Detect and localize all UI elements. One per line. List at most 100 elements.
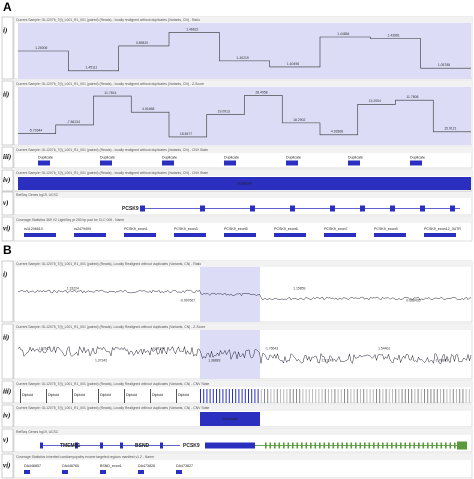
value-label: 15.9121 [444,127,456,131]
row-label: iv) [3,176,10,184]
exon [296,442,299,449]
segment-label: Duplicate [224,155,239,159]
segment-label: Duplicate [223,417,238,421]
exon [359,442,362,449]
cnv-bar [150,389,151,403]
cnv-bar [200,389,201,403]
row-label-box [1,260,14,323]
cnv-bar [203,389,205,403]
cnv-bar [312,389,313,403]
row-label: iv) [3,412,10,420]
cnv-bar [176,389,177,403]
cnv-bar [404,389,406,403]
value-label: -5.70344 [29,129,42,133]
exon [382,442,384,449]
value-label: 19.0913 [218,109,230,113]
cnv-bar [449,389,451,403]
segment-label: Duplicate [237,181,252,185]
cnv-bar [257,389,259,403]
track-header [14,217,472,223]
exon [450,205,455,212]
exon [449,442,452,449]
track-header [14,381,472,387]
value-label: -7.86134 [67,120,80,124]
target-label: DA446857 [24,464,41,468]
target-label: PCSK9_exon1 [124,227,148,231]
cnv-bar [436,389,438,403]
track-header-text: Coverage Statistics Inherited cardiomyop… [16,455,154,459]
segment-label: Duplicate [410,155,425,159]
segment-label: Diploid [126,393,137,397]
cnv-bar [273,389,275,403]
exon [391,442,393,449]
cnv-bar [452,389,454,403]
gene-label: PCSK9 [122,206,139,212]
cnv-bar [347,389,349,403]
exon [290,205,295,212]
track-header-text: Current Sample: GL12076_T(f)_L001_R1_001… [16,18,200,22]
target-box [424,233,456,237]
target-label: PCSK9_exon9 [374,227,398,231]
cnv-bar [254,389,256,403]
cnv-segment [224,160,236,166]
cnv-bar [334,389,336,403]
cnv-bar [443,389,445,403]
value-label: 1.05788 [438,63,450,67]
exon [330,205,335,212]
cnv-bar [385,389,387,403]
gene-label: PCSK9 [183,443,200,449]
track-header [14,192,472,198]
cnv-bar [296,389,297,403]
target-label: PCSK9_exon5 [224,227,248,231]
target-label: DA446760 [62,464,79,468]
target-box [224,233,256,237]
exon [368,442,371,449]
row-label: iii) [3,388,11,396]
segment-label: Diploid [48,393,59,397]
value-label: 18.8477 [180,132,192,136]
cnv-segment [286,160,298,166]
row-label-box [1,16,14,80]
cnv-bar [302,389,304,403]
cnv-block [200,412,260,426]
panel-label: A [3,0,12,14]
exon [140,205,145,212]
value-label: 1.38883 [208,358,220,362]
target-box [138,470,144,474]
target-label: rs2479409 [74,227,91,231]
value-label: 1.44884 [337,32,349,36]
value-label: 18.2902 [293,118,305,122]
value-label: -1.76643 [265,346,278,350]
exon [360,205,365,212]
exon [400,442,402,449]
cnv-bar [388,389,390,403]
cnv-bar [292,389,294,403]
target-box [62,470,68,474]
exon [395,442,398,449]
value-label: 4.92808 [331,130,343,134]
cnv-bar [414,389,416,403]
target-label: PCSK9_exon3 [174,227,198,231]
exon [337,442,339,449]
exon [422,442,425,449]
cnv-bar [468,389,470,403]
target-box [100,470,106,474]
track-header [14,147,472,153]
cnv-bar [308,389,310,403]
value-label: 1.26006 [35,46,47,50]
value-label: 11.7808 [406,95,418,99]
cnv-segment [348,160,360,166]
row-label-box [1,80,14,146]
track-header-text: Current Sample: GL12075_T(f)_L001_R1_001… [16,262,201,266]
value-label: 1.43581 [388,34,400,38]
value-label: 1.37342 [95,358,107,362]
exon [274,442,276,449]
cnv-bar [401,389,403,403]
row-label: v) [3,199,8,207]
cnv-bar [433,389,435,403]
exon [265,442,267,449]
exon [404,442,407,449]
track-header-text: Current Sample: GL12075_T(f)_L001_R1_001… [16,406,209,410]
cnv-bar [392,389,393,403]
cnv-bar [340,389,342,403]
